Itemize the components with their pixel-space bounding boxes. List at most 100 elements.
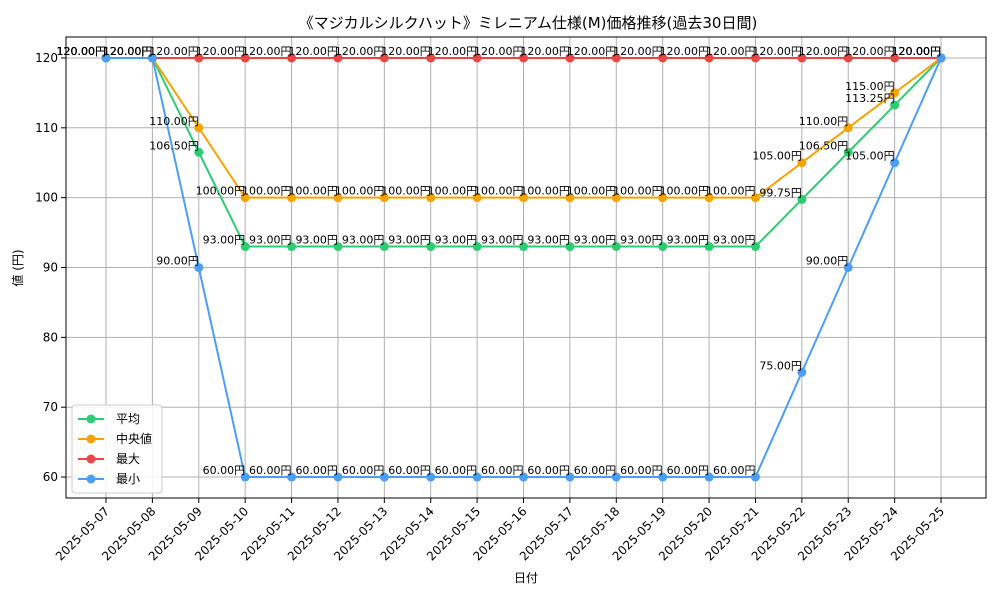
data-point bbox=[333, 193, 343, 203]
data-label: 120.00円 bbox=[428, 45, 478, 58]
data-point bbox=[750, 472, 760, 482]
legend-label: 最小 bbox=[116, 472, 140, 486]
data-label: 60.00円 bbox=[620, 464, 663, 477]
data-point bbox=[287, 193, 297, 203]
data-label: 60.00円 bbox=[481, 464, 524, 477]
data-label: 93.00円 bbox=[713, 234, 756, 247]
data-point bbox=[426, 53, 436, 63]
data-point bbox=[704, 53, 714, 63]
data-label: 120.00円 bbox=[520, 45, 570, 58]
data-label: 60.00円 bbox=[713, 464, 756, 477]
data-label: 60.00円 bbox=[295, 464, 338, 477]
data-label: 93.00円 bbox=[620, 234, 663, 247]
data-label: 120.00円 bbox=[752, 45, 802, 58]
data-point bbox=[519, 53, 529, 63]
data-label: 100.00円 bbox=[520, 185, 570, 198]
y-tick-label: 70 bbox=[43, 400, 58, 414]
data-point bbox=[519, 472, 529, 482]
data-label: 105.00円 bbox=[752, 150, 802, 163]
y-tick-label: 100 bbox=[35, 191, 58, 205]
data-label: 60.00円 bbox=[527, 464, 570, 477]
data-point bbox=[194, 147, 204, 157]
data-point bbox=[333, 242, 343, 252]
data-label: 90.00円 bbox=[156, 255, 199, 268]
data-point bbox=[750, 242, 760, 252]
data-point bbox=[194, 53, 204, 63]
data-label: 60.00円 bbox=[249, 464, 292, 477]
legend-box bbox=[71, 404, 163, 494]
data-point bbox=[565, 242, 575, 252]
data-point bbox=[194, 123, 204, 133]
data-point bbox=[565, 53, 575, 63]
data-point bbox=[890, 158, 900, 168]
data-point bbox=[519, 242, 529, 252]
data-point bbox=[472, 242, 482, 252]
data-point bbox=[843, 123, 853, 133]
data-label: 120.00円 bbox=[660, 45, 710, 58]
data-label: 100.00円 bbox=[567, 185, 617, 198]
data-point bbox=[147, 53, 157, 63]
legend-label: 中央値 bbox=[116, 431, 152, 446]
y-tick-label: 120 bbox=[35, 51, 58, 65]
data-label: 120.00円 bbox=[335, 45, 385, 58]
data-label: 120.00円 bbox=[567, 45, 617, 58]
grid bbox=[66, 37, 986, 498]
data-point bbox=[890, 88, 900, 98]
data-point bbox=[101, 53, 111, 63]
data-label: 100.00円 bbox=[474, 185, 524, 198]
data-point bbox=[287, 242, 297, 252]
data-label: 120.00円 bbox=[892, 45, 942, 58]
data-point bbox=[936, 53, 946, 63]
data-label: 105.00円 bbox=[845, 150, 895, 163]
data-point bbox=[890, 53, 900, 63]
data-label: 93.00円 bbox=[388, 234, 431, 247]
data-point bbox=[472, 53, 482, 63]
data-label: 93.00円 bbox=[203, 234, 246, 247]
data-point bbox=[379, 472, 389, 482]
data-label: 100.00円 bbox=[660, 185, 710, 198]
data-label: 100.00円 bbox=[706, 185, 756, 198]
data-label: 120.00円 bbox=[57, 45, 107, 58]
data-label: 120.00円 bbox=[706, 45, 756, 58]
data-point bbox=[658, 242, 668, 252]
data-label: 60.00円 bbox=[203, 464, 246, 477]
data-point bbox=[797, 367, 807, 377]
data-point bbox=[240, 472, 250, 482]
data-label: 100.00円 bbox=[288, 185, 338, 198]
data-point bbox=[379, 53, 389, 63]
data-label: 93.00円 bbox=[574, 234, 617, 247]
data-label: 106.50円 bbox=[149, 139, 199, 152]
legend-swatch-marker bbox=[86, 474, 96, 484]
data-label: 106.50円 bbox=[799, 139, 849, 152]
data-point bbox=[843, 147, 853, 157]
data-point bbox=[750, 193, 760, 203]
data-point bbox=[287, 53, 297, 63]
data-label: 120.00円 bbox=[103, 45, 153, 58]
data-label: 120.00円 bbox=[845, 45, 895, 58]
data-label: 120.00円 bbox=[799, 45, 849, 58]
data-point bbox=[750, 53, 760, 63]
data-label: 120.00円 bbox=[892, 45, 942, 58]
data-label: 60.00円 bbox=[435, 464, 478, 477]
data-point bbox=[333, 53, 343, 63]
data-point bbox=[797, 194, 807, 204]
y-tick-label: 60 bbox=[43, 470, 58, 484]
data-point bbox=[704, 242, 714, 252]
data-point bbox=[797, 53, 807, 63]
data-point bbox=[240, 242, 250, 252]
data-label: 120.00円 bbox=[892, 45, 942, 58]
legend-label: 最大 bbox=[116, 452, 140, 466]
data-label: 100.00円 bbox=[242, 185, 292, 198]
data-label: 120.00円 bbox=[149, 45, 199, 58]
data-label: 60.00円 bbox=[342, 464, 385, 477]
data-label: 120.00円 bbox=[381, 45, 431, 58]
data-point bbox=[426, 472, 436, 482]
data-point bbox=[333, 472, 343, 482]
data-point bbox=[611, 193, 621, 203]
data-label: 120.00円 bbox=[57, 45, 107, 58]
data-label: 110.00円 bbox=[149, 115, 199, 128]
data-point bbox=[426, 242, 436, 252]
